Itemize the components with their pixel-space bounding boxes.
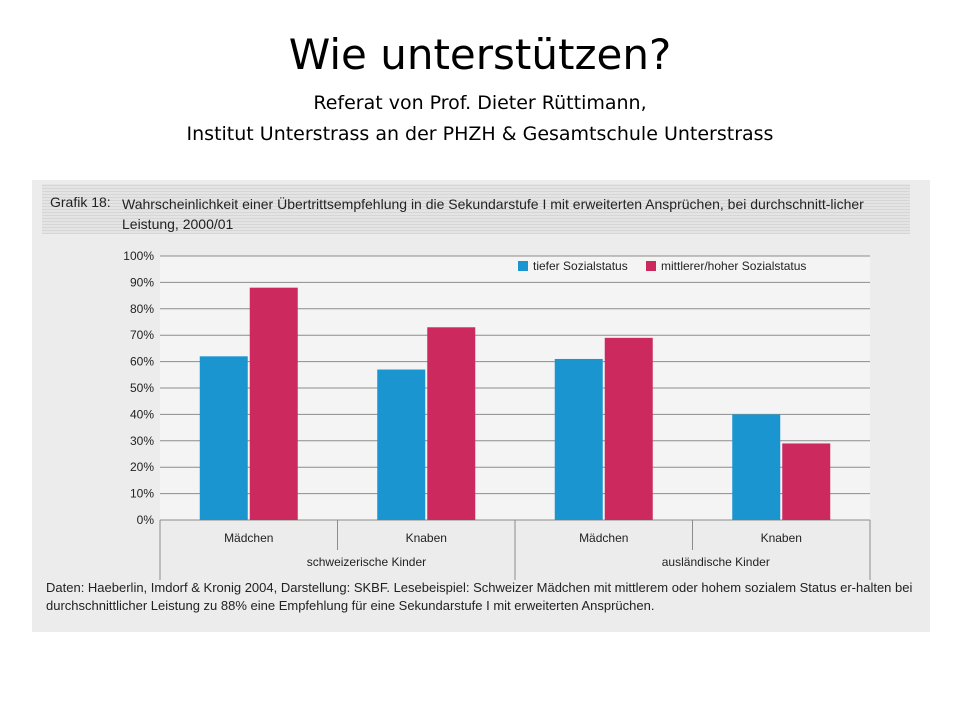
legend-label: tiefer Sozialstatus [533, 259, 628, 273]
slide-subtitle-line2: Institut Unterstrass an der PHZH & Gesam… [186, 123, 774, 145]
x-tick-label: Mädchen [224, 531, 273, 545]
bar [782, 443, 831, 520]
legend-swatch [646, 261, 656, 271]
y-tick-label: 70% [130, 328, 154, 342]
x-tick-label: Knaben [406, 531, 447, 545]
group-label: ausländische Kinder [662, 555, 770, 569]
legend-swatch [518, 261, 528, 271]
figure-label: Grafik 18: [50, 194, 111, 210]
figure-caption: Daten: Haeberlin, Imdorf & Kronig 2004, … [46, 580, 913, 613]
bar [377, 369, 426, 520]
legend-label: mittlerer/hoher Sozialstatus [661, 259, 806, 273]
bar [554, 358, 603, 520]
slide-title: Wie unterstützen? [288, 30, 672, 79]
figure-heading-band [42, 184, 910, 234]
scanned-figure: Grafik 18: Wahrscheinlichkeit einer Über… [32, 180, 930, 632]
y-tick-label: 50% [130, 381, 154, 395]
y-tick-label: 0% [137, 513, 155, 527]
bar [604, 337, 653, 520]
figure-heading: Wahrscheinlichkeit einer Übertrittsempfe… [122, 196, 864, 232]
y-tick-label: 60% [130, 355, 154, 369]
x-tick-label: Mädchen [579, 531, 628, 545]
y-tick-label: 40% [130, 407, 154, 421]
bar [199, 356, 248, 520]
y-tick-label: 80% [130, 302, 154, 316]
bar-chart: 0% 10% 20% 30% 40% 50% 60% 70% 80% 90% 100% Mädchen… [123, 249, 871, 580]
y-tick-label: 20% [130, 460, 154, 474]
y-tick-label: 30% [130, 434, 154, 448]
y-tick-label: 10% [130, 487, 154, 501]
y-tick-label: 100% [123, 249, 154, 263]
bar [732, 414, 781, 520]
y-tick-label: 90% [130, 275, 154, 289]
x-tick-label: Knaben [761, 531, 802, 545]
group-label: schweizerische Kinder [307, 555, 426, 569]
bar [427, 327, 476, 520]
bar [249, 287, 298, 520]
slide-subtitle-line1: Referat von Prof. Dieter Rüttimann, [313, 92, 647, 114]
